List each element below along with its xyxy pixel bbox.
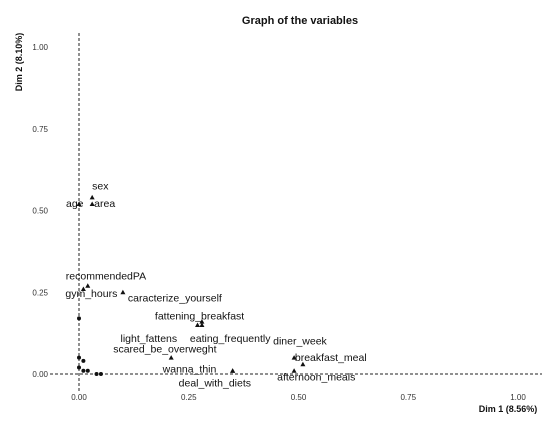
chart-title: Graph of the variables [242,15,358,27]
variable-point [291,368,297,373]
variable-point [300,361,306,367]
x-tick-label: 0.25 [181,393,197,402]
x-axis-label: Dim 1 (8.56%) [479,404,538,414]
x-tick-label: 0.50 [291,393,307,402]
variable-point [291,355,297,360]
variable-label: light_fattens [121,333,178,345]
y-tick-label: 0.50 [32,207,48,216]
variable-label: scared_be_overweght [113,344,216,356]
y-tick-label: 0.00 [32,370,48,379]
variable-label: area [94,198,115,210]
variable-label: eating_frequently [190,333,271,345]
unlabeled-point [81,368,86,373]
x-axis-ticks: 0.00 0.25 0.50 0.75 1.00 [71,393,526,402]
unlabeled-point [94,372,99,376]
y-tick-label: 1.00 [32,43,48,52]
variable-label: caracterize_yourself [128,292,222,304]
unlabeled-point [77,316,81,321]
variable-point [199,319,205,324]
y-axis-ticks: 0.00 0.25 0.50 0.75 1.00 [32,43,48,379]
variable-label: deal_with_diets [179,378,251,390]
variable-points [76,194,306,376]
variable-label: wanna_thin [162,364,217,376]
variable-label: diner_week [273,336,327,348]
variable-point [80,286,86,291]
variable-point [120,289,126,295]
variable-point [89,194,95,200]
variable-label: age [66,198,84,210]
variable-point [195,322,201,327]
variable-point [168,355,174,360]
variable-point [199,322,205,327]
variable-label: sex [92,180,109,192]
y-axis-label: Dim 2 (8.10%) [14,33,24,92]
x-tick-label: 1.00 [510,393,526,402]
variable-label: gym_hours [65,288,117,300]
unlabeled-point [81,358,86,363]
unlabeled-point [85,368,90,373]
unlabeled-point [98,372,103,376]
variable-point [85,283,91,288]
variable-label: breakfast_meal [295,352,367,364]
x-tick-label: 0.75 [400,393,416,402]
unlabeled-point [77,355,81,360]
x-tick-label: 0.00 [71,393,87,402]
variable-point [76,201,82,206]
y-tick-label: 0.75 [32,125,48,134]
variable-point [230,368,236,373]
variable-label: recommendedPA [66,271,146,283]
variable-label: afternoon_meals [277,372,355,384]
variable-point [89,201,95,206]
reference-lines [50,33,542,392]
unlabeled-point [77,365,81,370]
y-tick-label: 0.25 [32,288,48,297]
variable-label: fattening_breakfast [155,311,244,323]
